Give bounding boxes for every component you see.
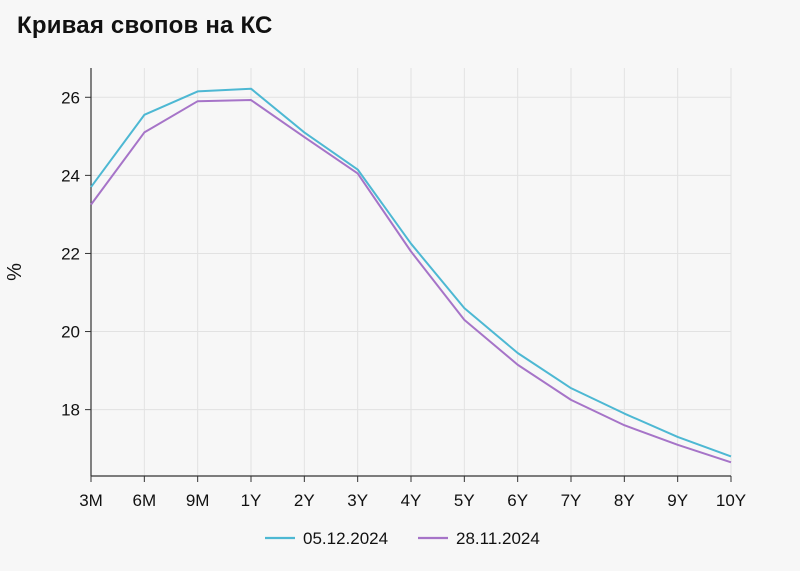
legend-label: 28.11.2024: [456, 529, 540, 548]
y-ticks: 18 20 22 24 26: [61, 88, 91, 420]
x-tick-label: 5Y: [454, 491, 475, 510]
x-tick-label: 10Y: [716, 491, 746, 510]
x-tick-label: 9M: [186, 491, 210, 510]
grid: [91, 68, 732, 476]
x-tick-label: 6M: [133, 491, 157, 510]
series-line-2: [90, 99, 732, 464]
x-tick-label: 7Y: [561, 491, 582, 510]
y-tick-label: 18: [61, 401, 80, 420]
y-axis-label: %: [4, 263, 26, 281]
x-tick-label: 6Y: [507, 491, 528, 510]
x-tick-label: 1Y: [241, 491, 262, 510]
x-ticks: 3M 6M 9M 1Y 2Y 3Y 4Y 5Y 6Y 7Y 8Y 9Y 10Y: [79, 476, 746, 510]
x-tick-label: 3Y: [347, 491, 368, 510]
legend-label: 05.12.2024: [303, 529, 388, 548]
series-line-1: [90, 87, 732, 458]
chart-title: Кривая свопов на КС: [17, 12, 273, 39]
x-tick-label: 2Y: [294, 491, 315, 510]
y-tick-label: 24: [61, 166, 80, 185]
legend: 05.12.2024 28.11.2024: [265, 529, 540, 548]
series-group: [90, 87, 732, 464]
x-tick-label: 9Y: [667, 491, 688, 510]
x-tick-label: 8Y: [614, 491, 635, 510]
y-tick-label: 20: [61, 323, 80, 342]
x-tick-label: 4Y: [401, 491, 422, 510]
x-tick-label: 3M: [79, 491, 103, 510]
y-tick-label: 26: [61, 88, 80, 107]
y-tick-label: 22: [61, 244, 80, 263]
